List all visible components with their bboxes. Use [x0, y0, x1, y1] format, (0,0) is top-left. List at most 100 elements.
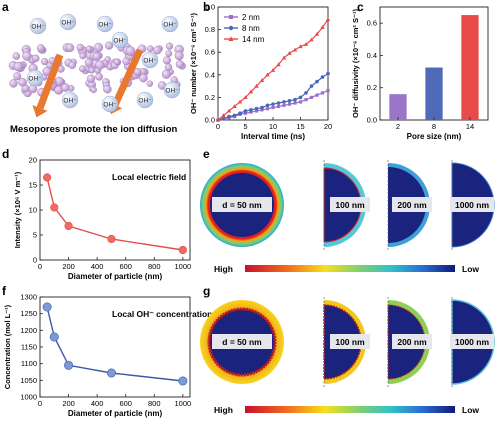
data-point: [64, 221, 73, 231]
colorbar-low-e: Low: [462, 264, 479, 274]
silica-particle: [162, 56, 171, 65]
silica-particle: [146, 80, 154, 87]
silica-particle: [84, 58, 94, 67]
silica-particle: [85, 45, 93, 53]
silica-particle: [22, 51, 32, 61]
x-axis-label: Diameter of particle (nm): [68, 272, 163, 281]
bar: [389, 94, 407, 120]
silica-particle: [40, 57, 49, 66]
data-point: [293, 97, 297, 102]
colorbar-high-e: High: [214, 264, 233, 274]
legend-marker: [229, 15, 233, 19]
data-point: [254, 106, 259, 111]
y-tick-label: 1.0: [205, 3, 215, 12]
data-point: [271, 102, 275, 106]
data-point: [265, 103, 270, 108]
hydroxide-ion: [26, 69, 44, 87]
data-point: [281, 55, 287, 60]
silica-particle: [9, 79, 18, 88]
silica-particle: [153, 46, 162, 55]
x-tick-label: 200: [62, 262, 75, 271]
silica-particle: [18, 77, 27, 87]
chart-f: 0 200 400 600 800 1000 1000 1050 1100 1150 1200 125…: [3, 293, 212, 419]
data-point: [107, 234, 116, 244]
y-tick-label: 0.6: [367, 19, 377, 28]
silica-particle: [146, 45, 154, 52]
x-tick-label: 15: [296, 122, 304, 131]
data-point: [49, 332, 59, 342]
y-tick-label: 20: [29, 156, 37, 165]
chart-annotation: Local OH⁻ concentration: [112, 309, 212, 319]
y-axis-label: Intensity (×10⁶ V m⁻¹): [13, 171, 22, 248]
data-point: [232, 113, 237, 118]
data-point: [238, 111, 242, 116]
data-point: [304, 98, 308, 102]
data-point: [276, 62, 281, 67]
silica-particle: [164, 63, 173, 71]
data-point: [298, 95, 303, 100]
y-tick-label: 0: [33, 256, 37, 265]
hydroxide-ion: [111, 31, 129, 49]
data-point: [276, 104, 281, 109]
ion-label: OH⁻: [138, 98, 152, 105]
data-point: [249, 108, 253, 112]
silica-particle: [175, 60, 185, 69]
data-point: [237, 99, 243, 104]
silica-particle: [61, 83, 70, 92]
x-axis-label: Diameter of particle (nm): [68, 409, 163, 418]
silica-particle: [68, 61, 76, 69]
x-tick-label: 0: [216, 122, 220, 131]
x-axis-label: Interval time (ns): [241, 132, 305, 141]
data-point: [232, 104, 237, 109]
data-point: [325, 17, 331, 22]
x-tick-label: 2: [396, 122, 400, 131]
label-g-1000nm: 1000 nm: [455, 337, 489, 347]
x-tick-label: 800: [148, 262, 161, 271]
y-tick-label: 0.4: [367, 51, 377, 60]
ion-label: OH⁻: [63, 98, 77, 105]
ion-label: OH⁻: [165, 88, 179, 95]
x-tick-label: 14: [466, 122, 474, 131]
silica-particle: [113, 58, 121, 66]
y-tick-label: 1000: [20, 393, 37, 402]
silica-particle: [92, 52, 102, 61]
x-tick-label: 400: [91, 399, 104, 408]
panel-label-a: a: [2, 0, 9, 14]
panel-a-caption: Mesopores promote the ion diffusion: [10, 124, 178, 135]
silica-particle: [90, 86, 97, 94]
data-point: [221, 117, 226, 121]
x-tick-label: 800: [148, 399, 161, 408]
data-point: [303, 41, 309, 46]
legend-entry: 14 nm: [242, 35, 265, 44]
silica-particle: [95, 60, 105, 70]
data-point: [64, 360, 74, 370]
data-point: [227, 114, 231, 119]
data-point: [287, 51, 292, 55]
silica-particle: [103, 84, 112, 94]
data-point: [42, 302, 52, 312]
x-tick-label: 600: [119, 399, 132, 408]
x-tick-label: 400: [91, 262, 104, 271]
diffusion-arrow: [111, 48, 144, 107]
chart-c: 0.0 0.2 0.4 0.6 2 8 14 Pore size (nm) OH⁻ diffus…: [351, 6, 489, 141]
data-point: [320, 75, 325, 79]
colorbar-e: [245, 265, 455, 272]
silica-particle: [13, 72, 22, 81]
silica-particle: [125, 46, 136, 56]
legend-marker: [228, 36, 234, 41]
data-point: [293, 101, 297, 105]
data-point: [292, 47, 298, 52]
label-box-50nm: [212, 197, 272, 212]
data-point: [50, 203, 59, 212]
data-point: [215, 117, 221, 122]
data-point: [282, 103, 286, 107]
data-point: [309, 95, 314, 99]
ion-label: OH⁻: [163, 22, 177, 29]
label-g-100nm: 100 nm: [335, 337, 365, 347]
y-tick-label: 0.8: [205, 25, 215, 34]
label-g-50nm: d = 50 nm: [222, 337, 262, 347]
data-point: [243, 109, 248, 113]
data-point: [221, 113, 226, 118]
mesopore-illustration: OH⁻ OH⁻ OH⁻ OH⁻ OH⁻ OH⁻ OH⁻ OH⁻ OH⁻ OH⁻ OH⁻: [8, 13, 186, 118]
y-tick-label: 10: [29, 206, 37, 215]
